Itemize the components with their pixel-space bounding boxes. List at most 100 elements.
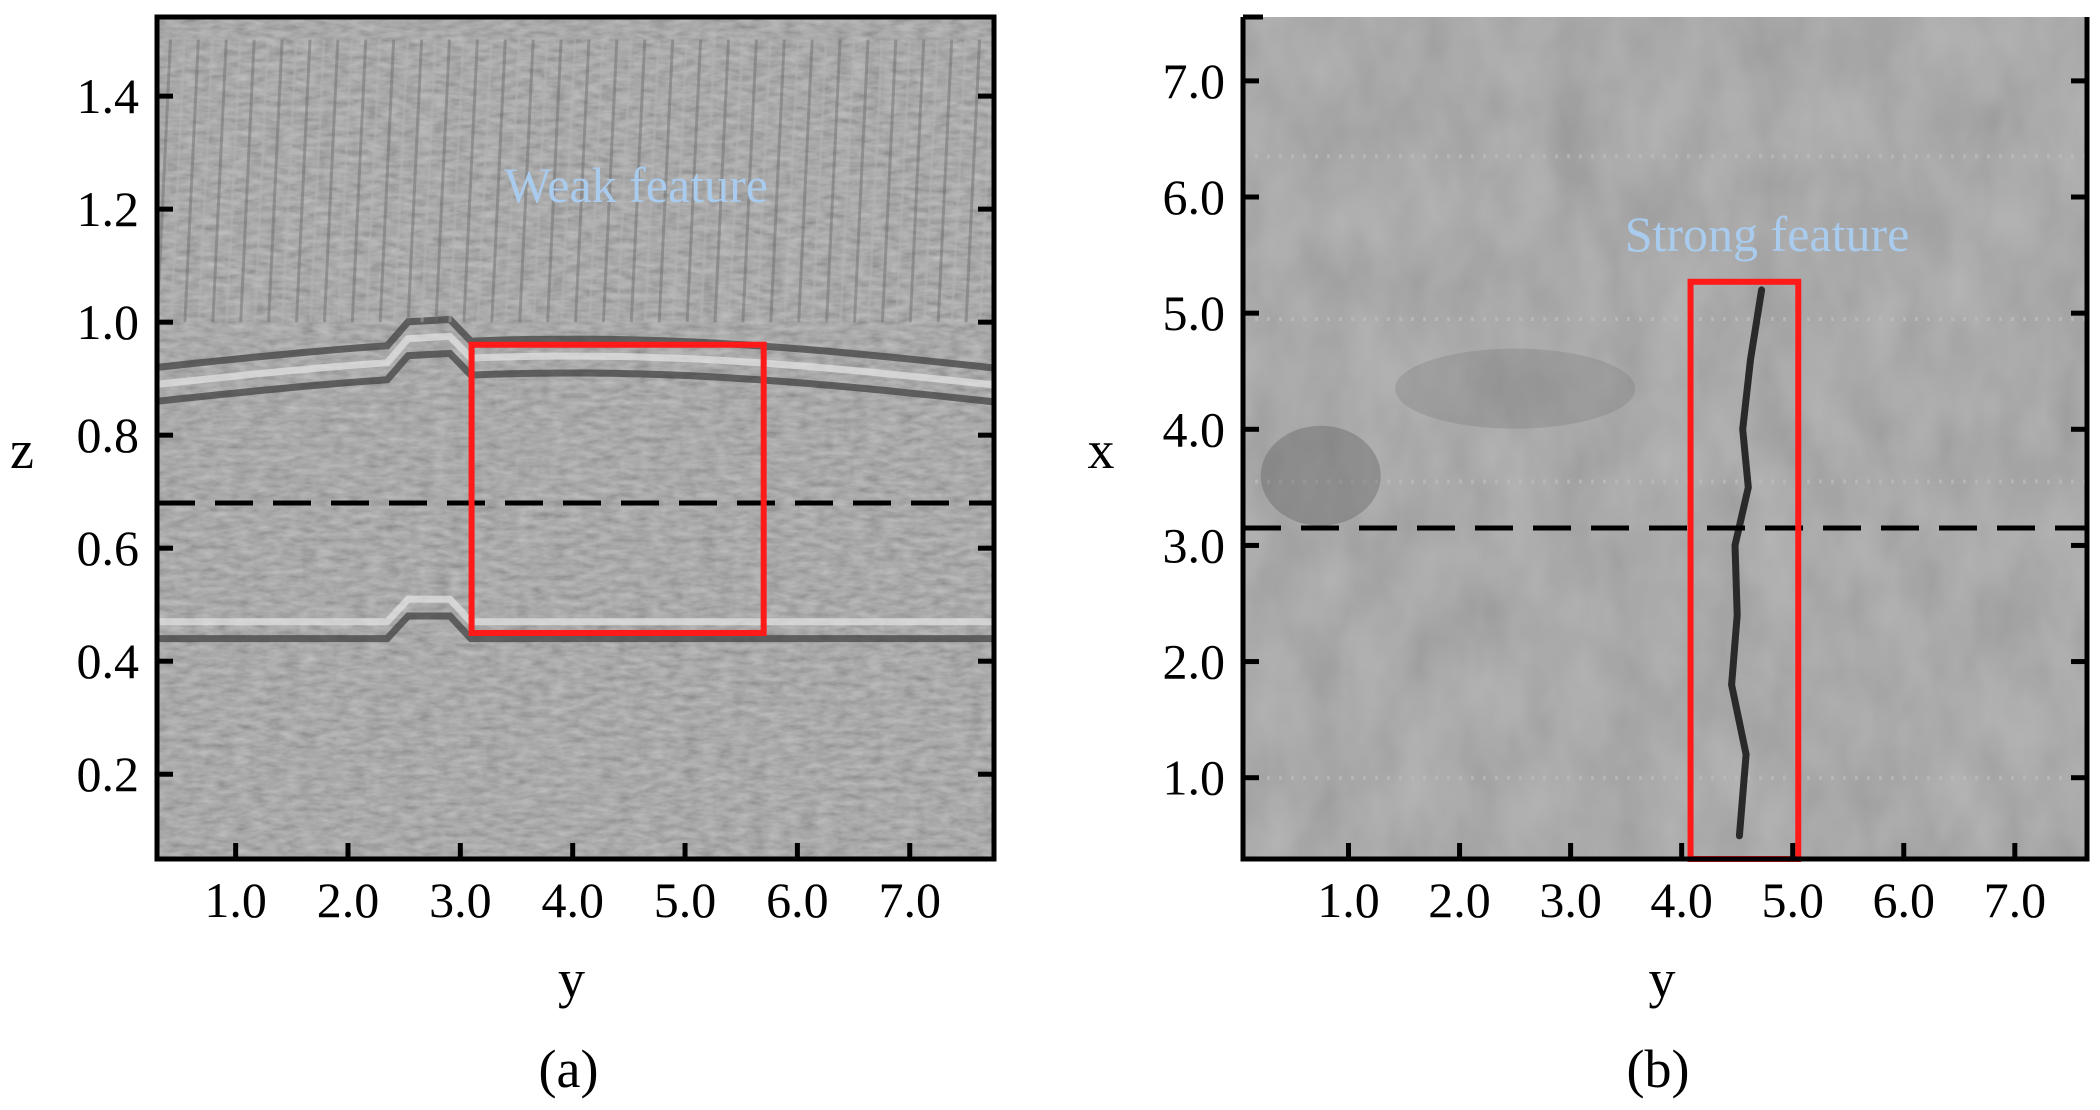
x-tick-label: 5.0 [654,872,717,928]
x-tick-label: 3.0 [429,872,492,928]
hatch-line [811,39,828,323]
y-tick-label: 0.4 [77,633,140,689]
hatch-line [741,39,758,323]
x-tick-label: 1.0 [1317,872,1380,928]
hatch-line [253,39,270,323]
panel-b-ticks: 1.0 2.0 3.0 4.0 5.0 6.0 7.0 1.0 2.0 3.0 4.0 5.0 6.0 7… [1163,53,2087,928]
hatch-line [880,39,898,323]
x-tick-label: 6.0 [1873,872,1936,928]
hatch-line [267,39,284,323]
hatch-line [922,39,940,323]
hatch-line [587,39,605,323]
hatch-line [671,39,689,323]
panel-a-y-axis-label: z [10,420,34,480]
x-tick-label: 3.0 [1539,872,1602,928]
x-tick-label: 2.0 [1428,872,1491,928]
hatch-line [713,39,730,323]
panel-a-reflection-bands [155,39,996,643]
y-tick-label: 5.0 [1163,285,1226,341]
hatch-line [532,39,549,323]
panel-a-ticks: 1.0 2.0 3.0 4.0 5.0 6.0 7.0 0.2 0.4 0.6 0.8 1.0 1.2 1… [77,68,994,928]
reflection-band [156,332,995,389]
hatch-line [936,39,954,323]
panel-a-highlight-box [468,341,767,636]
hatch-line [239,39,256,323]
hatch-line [978,39,996,323]
hatch-line [866,39,884,323]
y-tick-label: 1.0 [77,294,140,350]
panel-b-noise-texture [1243,17,2087,859]
panel-b-texture-bands [1243,154,2087,780]
y-tick-label: 0.8 [77,407,140,463]
x-tick-label: 7.0 [1984,872,2047,928]
hatch-line [643,39,661,323]
hatch-line [169,39,186,323]
hatch-line [685,39,703,323]
x-tick-label: 4.0 [541,872,604,928]
y-tick-label: 4.0 [1163,401,1226,457]
hatch-line [546,39,563,323]
hatch-line [392,39,410,323]
y-tick-label: 2.0 [1163,634,1226,690]
hatch-line [615,39,633,323]
hatch-line [225,39,242,323]
y-tick-label: 3.0 [1163,517,1226,573]
panel-b-crack-feature [1728,286,1766,840]
hatch-line [350,39,368,323]
hatch-line [336,39,354,323]
hatch-line [769,39,786,323]
hatch-line [518,39,535,323]
hatch-line [908,39,926,323]
dark-blob [1260,425,1381,526]
panel-a-frame [154,14,997,862]
panel-b: 1.0 2.0 3.0 4.0 5.0 6.0 7.0 1.0 2.0 3.0 4.0 5.0 6.0 7… [1088,14,2090,1099]
hatch-line [448,39,465,323]
panel-a-x-axis-label: y [558,949,585,1009]
hatch-line [950,39,968,323]
reflection-band [156,349,995,406]
panel-b-frame [1240,14,2090,862]
y-tick-label: 1.0 [1163,750,1226,806]
reflection-band [157,595,994,626]
y-tick-label: 7.0 [1163,53,1226,109]
y-tick-label: 1.4 [77,68,140,124]
x-tick-label: 2.0 [317,872,380,928]
panel-a-label: (a) [539,1039,599,1099]
x-tick-label: 5.0 [1761,872,1824,928]
hatch-line [574,39,591,323]
hatch-line [476,39,493,323]
hatch-line [601,39,619,323]
panel-b-annotation: Strong feature [1625,206,1910,262]
hatch-line [490,39,507,323]
hatch-line [406,39,424,323]
hatch-line [183,39,200,323]
hatch-line [560,39,577,323]
panel-a-annotation: Weak feature [504,157,768,213]
panel-b-x-axis-label: y [1649,949,1676,1009]
hatch-line [322,39,340,323]
x-tick-label: 4.0 [1650,872,1713,928]
hatch-line [964,39,982,323]
panel-b-y-axis-label: x [1088,420,1115,480]
reflection-band [156,315,995,372]
x-tick-label: 1.0 [204,872,267,928]
hatch-line [378,39,396,323]
hatch-line [853,39,870,323]
hatch-line [281,39,298,323]
hatch-line [839,39,856,323]
panel-a-noise-texture [157,17,994,859]
hatch-line [308,39,326,323]
hatch-line [420,39,438,323]
hatch-line [197,39,214,323]
hatch-line [504,39,521,323]
panel-b-label: (b) [1627,1039,1690,1099]
hatch-line [295,39,312,323]
y-tick-label: 0.2 [77,746,140,802]
y-tick-label: 6.0 [1163,169,1226,225]
hatch-line [434,39,451,323]
x-tick-label: 7.0 [878,872,941,928]
hatch-line [211,39,228,323]
reflection-band [157,612,994,643]
hatch-line [797,39,814,323]
